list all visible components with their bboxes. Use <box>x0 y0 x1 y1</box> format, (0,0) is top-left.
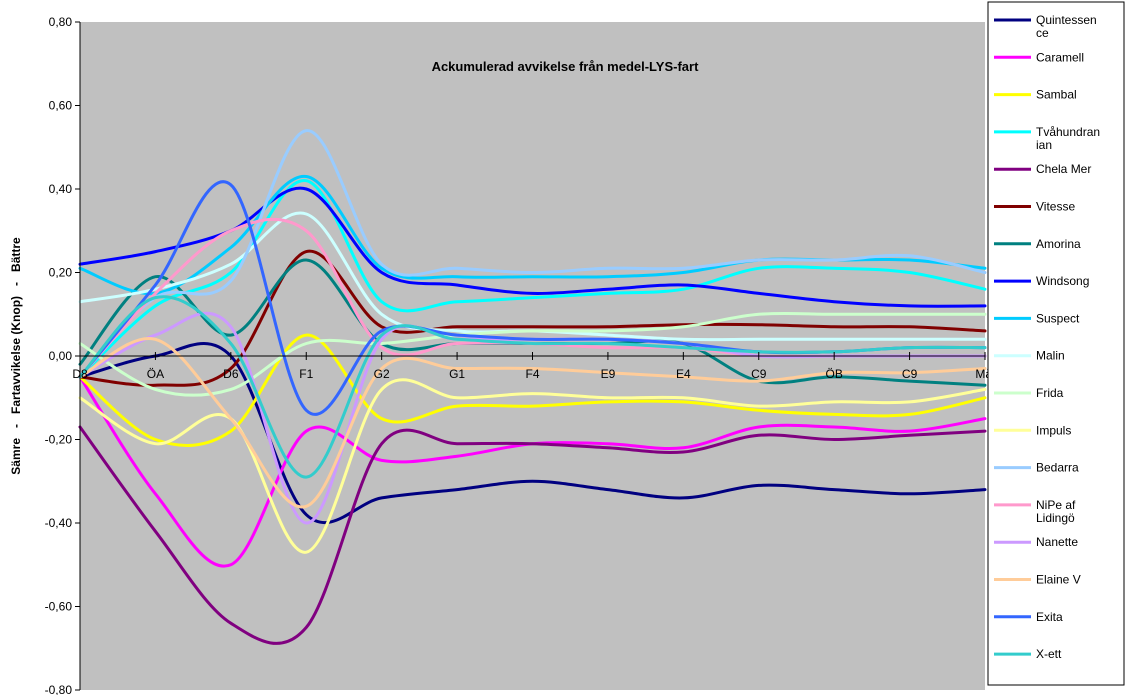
series-line-chela-mer <box>78 425 987 645</box>
legend-label-windsong: Windsong <box>1036 274 1089 288</box>
series-line-caramell <box>78 375 987 568</box>
legend-label-nipe-af-liding: NiPe af <box>1036 498 1076 512</box>
legend-box <box>987 1 1125 686</box>
legend-label-quintessence: ce <box>1036 26 1049 40</box>
x-tick-label: F1 <box>299 367 313 381</box>
x-tick-label: G2 <box>374 367 390 381</box>
legend-label-chela-mer: Chela Mer <box>1036 162 1091 176</box>
series-line-frida <box>78 311 987 397</box>
x-tick-label: E9 <box>601 367 616 381</box>
legend-label-x-ett: X-ett <box>1036 647 1062 661</box>
series-line-bedarra <box>78 129 987 379</box>
series-line-elaine-v <box>78 336 987 509</box>
x-tick-label: ÖB <box>825 367 842 381</box>
y-tick-label: -0,40 <box>45 516 73 530</box>
legend-label-amorina: Amorina <box>1036 237 1081 251</box>
y-tick-label: -0,80 <box>45 683 73 695</box>
legend-label-impuls: Impuls <box>1036 423 1071 437</box>
x-tick-label: C9 <box>751 367 767 381</box>
legend-label-bedarra: Bedarra <box>1036 461 1079 475</box>
x-tick-label: F4 <box>525 367 539 381</box>
legend-label-tv-hundranian: ian <box>1036 138 1052 152</box>
x-tick-label: E4 <box>676 367 691 381</box>
y-tick-label: 0,80 <box>49 15 73 29</box>
y-tick-label: 0,60 <box>49 99 73 113</box>
legend-label-caramell: Caramell <box>1036 50 1084 64</box>
x-tick-label: C9 <box>902 367 918 381</box>
legend-label-sambal: Sambal <box>1036 88 1077 102</box>
legend-label-exita: Exita <box>1036 610 1063 624</box>
y-tick-label: -0,60 <box>45 600 73 614</box>
legend-label-vitesse: Vitesse <box>1036 200 1075 214</box>
series-line-sambal <box>78 333 987 447</box>
legend-label-malin: Malin <box>1036 349 1065 363</box>
x-tick-label: ÖA <box>147 367 164 381</box>
x-tick-label: D6 <box>223 367 239 381</box>
x-tick-label: D8 <box>72 367 88 381</box>
series-line-vitesse <box>78 249 987 387</box>
legend-label-frida: Frida <box>1036 386 1064 400</box>
chart-title: Ackumulerad avvikelse från medel-LYS-far… <box>432 59 700 74</box>
series-line-x-ett <box>78 295 987 479</box>
legend-label-nanette: Nanette <box>1036 535 1078 549</box>
legend-label-suspect: Suspect <box>1036 311 1080 325</box>
legend-label-tv-hundranian: Tvåhundran <box>1036 125 1100 139</box>
y-tick-label: 0,40 <box>49 182 73 196</box>
series-line-tv-hundranian <box>78 179 987 379</box>
y-tick-layer: 0,80 0,60 0,40 0,20 0,00 -0,20 -0,40 -0,60 -0,80 <box>45 15 80 697</box>
x-tick-label: G1 <box>449 367 465 381</box>
series-layer <box>78 129 987 645</box>
legend-label-quintessence: Quintessen <box>1036 13 1097 27</box>
y-axis-label: Sämre - Fartavvikelse (Knop) - Bättre <box>9 237 23 475</box>
y-tick-label: 0,20 <box>49 266 73 280</box>
legend-label-nipe-af-liding: Lidingö <box>1036 511 1075 525</box>
y-tick-label: 0,00 <box>49 349 73 363</box>
legend-label-elaine-v: Elaine V <box>1036 573 1081 587</box>
y-tick-label: -0,20 <box>45 433 73 447</box>
